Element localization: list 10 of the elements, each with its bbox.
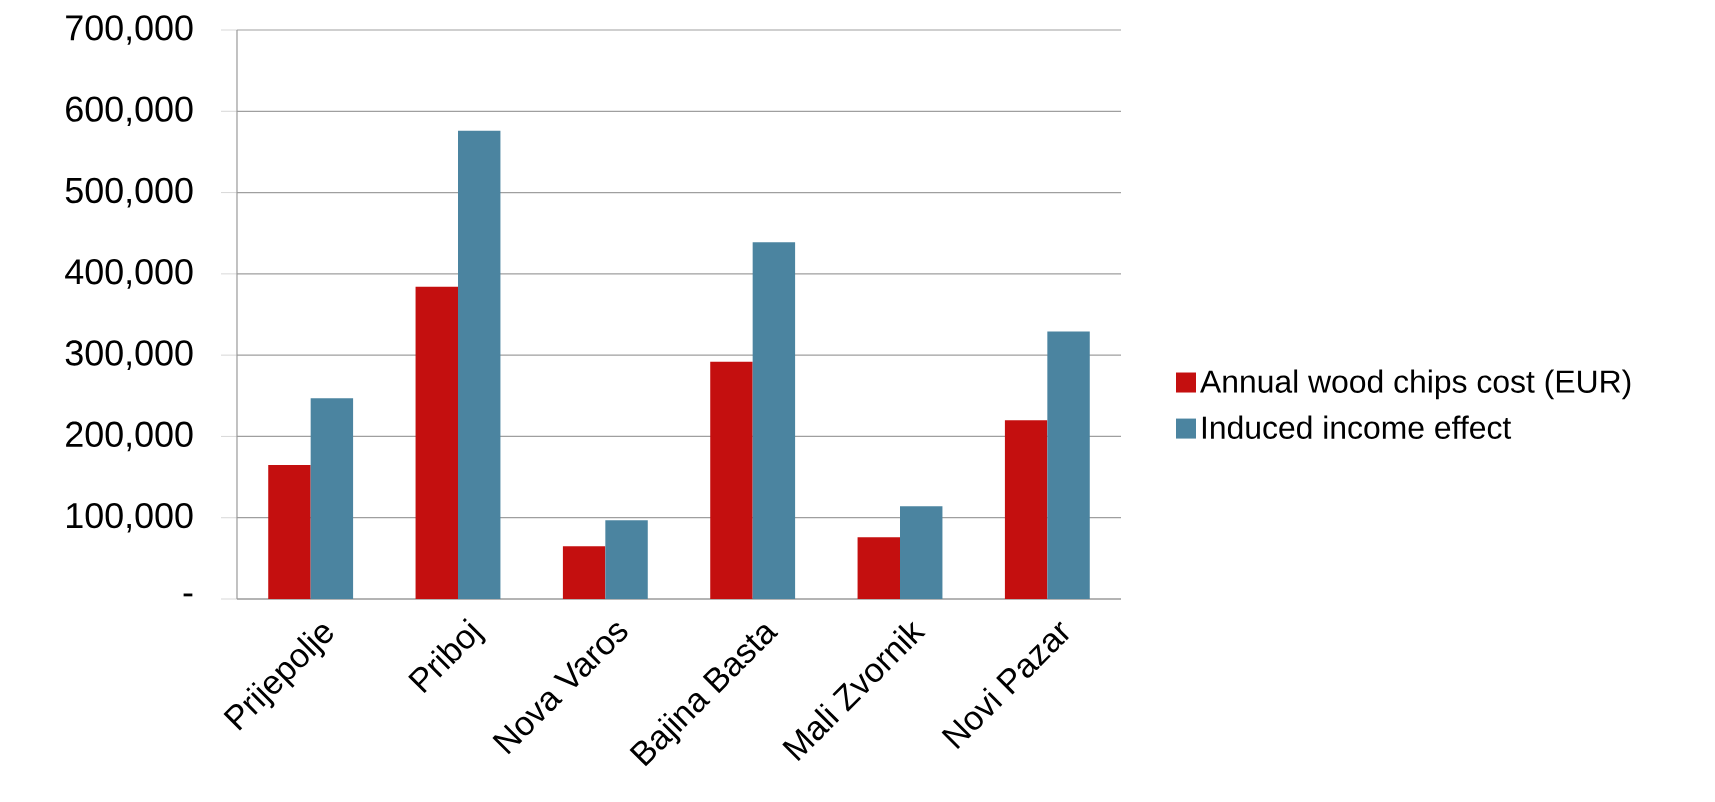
legend-label: Induced income effect: [1202, 415, 1512, 439]
y-tick-label: 200,000: [66, 421, 193, 452]
y-tick-label: 300,000: [65, 340, 193, 370]
y-tick-label: 400,000: [65, 259, 193, 289]
y-tick-label: 100,000: [67, 502, 193, 533]
y-tick-label: 600,000: [66, 96, 193, 127]
legend-label: Annual wood chips cost (EUR): [1200, 369, 1631, 400]
y-tick-label: 700,000: [66, 15, 193, 45]
y-tick-label: 500,000: [65, 177, 193, 208]
y-tick-label: -: [183, 593, 193, 597]
